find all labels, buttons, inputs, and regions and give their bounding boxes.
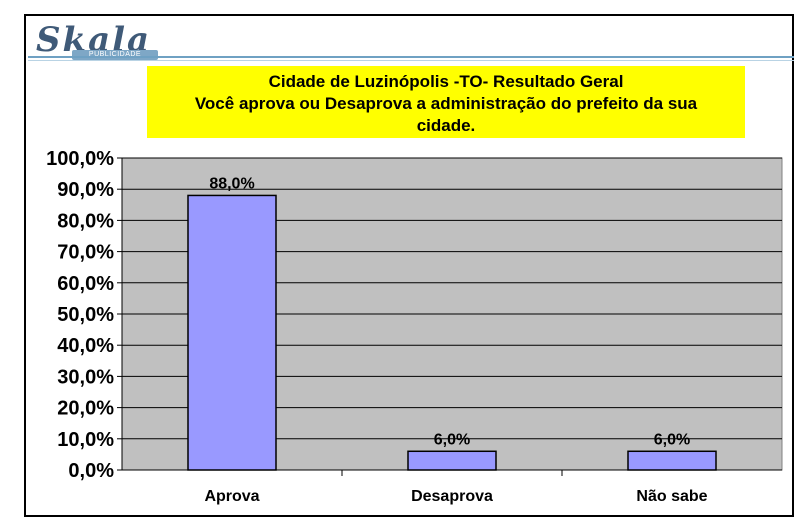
chart-title-line3: cidade. [416,116,476,135]
category-label: Desaprova [411,488,493,505]
chart-title-box: Cidade de Luzinópolis -TO- Resultado Ger… [147,66,745,138]
data-label: 88,0% [209,175,254,192]
category-label: Aprova [204,488,259,505]
y-tick-label: 90,0% [57,179,114,201]
bar-chart: 0,0% 10,0% 20,0% 30,0% 40,0% 50,0% 60,0% 70,0% 8… [46,148,783,505]
logo: Skala PUBLICIDADE [36,20,166,66]
logo-divider-thin [28,60,794,61]
data-label: 6,0% [654,431,690,448]
bar-2 [627,450,717,471]
category-label: Não sabe [636,488,707,505]
y-tick-label: 20,0% [57,398,114,420]
logo-divider [28,56,794,58]
bar-1 [407,450,497,471]
y-tick-label: 30,0% [57,366,114,388]
y-tick-label: 100,0% [46,148,114,170]
chart-title-line2: Você aprova ou Desaprova a administração… [194,94,698,113]
y-tick-label: 50,0% [57,304,114,326]
y-tick-label: 10,0% [57,429,114,451]
y-tick-label: 40,0% [57,335,114,357]
data-label: 6,0% [434,431,470,448]
y-tick-label: 80,0% [57,210,114,232]
y-tick-label: 70,0% [57,242,114,264]
chart-frame: Skala PUBLICIDADE Cidade de Luzinópolis … [24,14,794,517]
y-tick-label: 60,0% [57,273,114,295]
chart-title-line1: Cidade de Luzinópolis -TO- Resultado Ger… [268,72,624,91]
y-tick-label: 0,0% [68,460,114,482]
logo-subtext: PUBLICIDADE [72,50,158,60]
bar-0 [187,194,277,471]
